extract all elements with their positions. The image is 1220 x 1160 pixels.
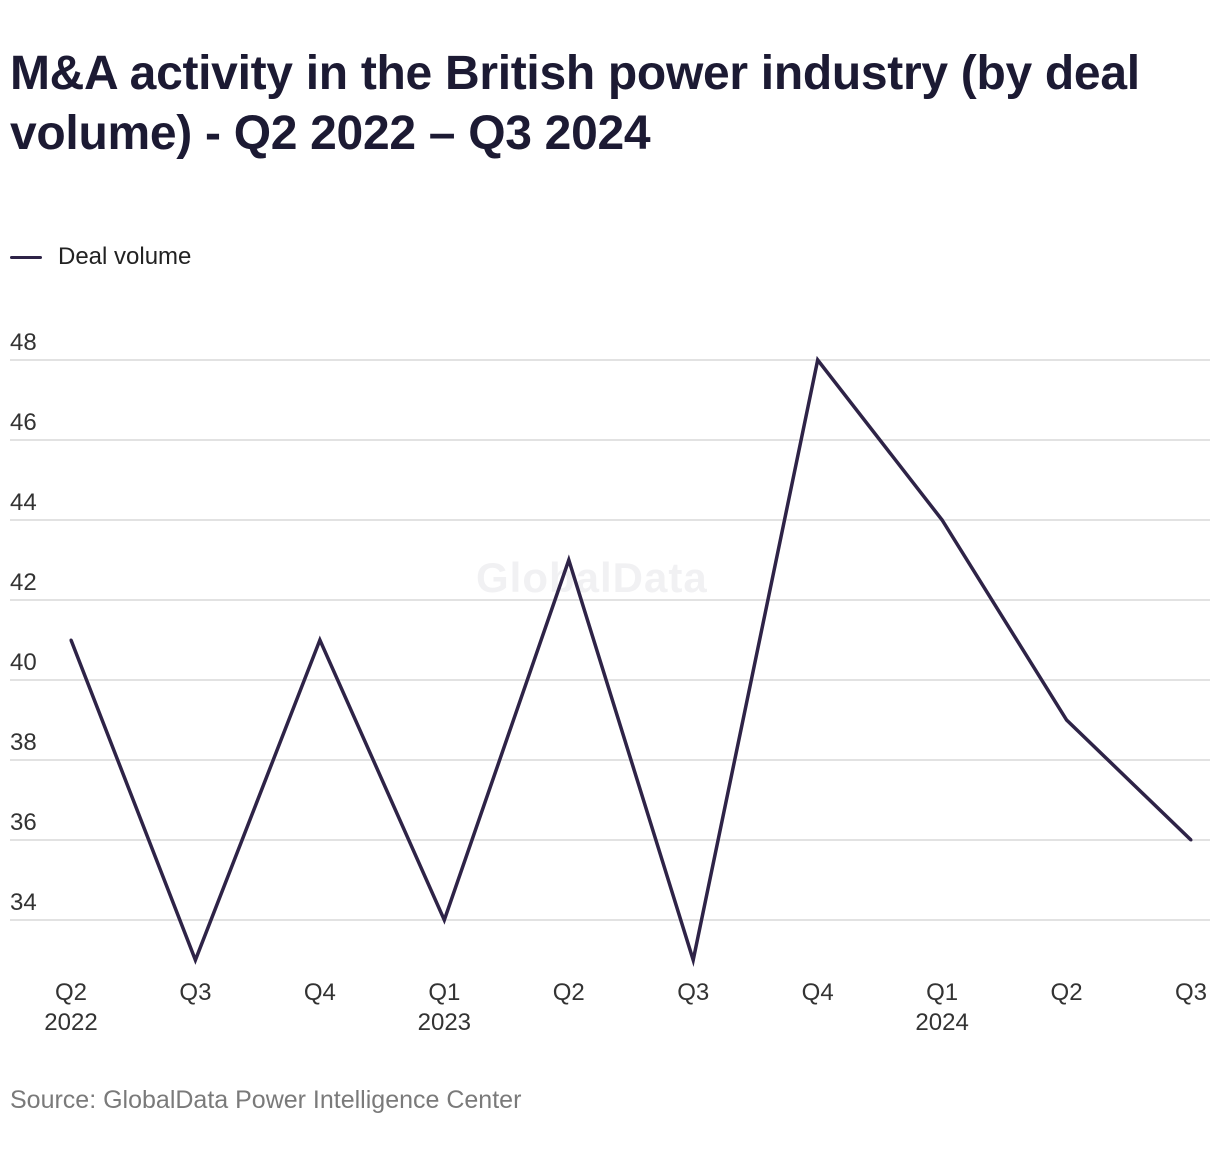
x-tick-label-2: Q4 xyxy=(304,979,336,1006)
gridlines xyxy=(10,359,1210,921)
data-point-5 xyxy=(691,958,695,962)
x-tick-year-2024: 2024 xyxy=(915,1009,968,1036)
series-deal-volume xyxy=(69,355,1193,967)
watermark: GlobalData xyxy=(476,554,708,601)
legend: Deal volume xyxy=(10,243,191,271)
y-tick-label-34: 34 xyxy=(10,889,37,916)
series-line-deal-volume xyxy=(69,355,1193,967)
y-tick-label-44: 44 xyxy=(10,489,37,516)
y-tick-label-40: 40 xyxy=(10,649,37,676)
x-tick-label-6: Q4 xyxy=(802,979,834,1006)
legend-label-deal-volume: Deal volume xyxy=(58,243,192,270)
x-tick-label-7: Q1 xyxy=(926,979,958,1006)
x-tick-year-2023: 2023 xyxy=(418,1009,471,1036)
x-tick-label-1: Q3 xyxy=(179,979,211,1006)
data-point-6 xyxy=(816,358,820,362)
y-tick-label-38: 38 xyxy=(10,729,37,756)
data-point-0 xyxy=(69,638,73,642)
data-point-1 xyxy=(193,958,197,962)
data-point-7 xyxy=(940,518,944,522)
x-tick-label-4: Q2 xyxy=(553,979,585,1006)
data-point-9 xyxy=(1189,838,1193,842)
data-point-3 xyxy=(442,918,446,922)
chart-title: M&A activity in the British power indust… xyxy=(10,47,1140,160)
x-tick-year-2022: 2022 xyxy=(44,1009,97,1036)
y-tick-label-36: 36 xyxy=(10,809,37,836)
data-point-4 xyxy=(567,558,571,562)
y-tick-label-46: 46 xyxy=(10,409,37,436)
source-note: Source: GlobalData Power Intelligence Ce… xyxy=(10,1086,522,1114)
x-tick-label-3: Q1 xyxy=(428,979,460,1006)
data-point-8 xyxy=(1065,718,1069,722)
x-tick-label-9: Q3 xyxy=(1175,979,1207,1006)
x-tick-label-8: Q2 xyxy=(1051,979,1083,1006)
y-axis-ticks: 34 36 38 40 42 44 46 48 xyxy=(10,329,37,916)
y-tick-label-42: 42 xyxy=(10,569,37,596)
x-axis-ticks: Q2 2022 Q3 Q4 Q1 2023 Q2 Q3 Q4 Q1 2024 Q2 Q3 xyxy=(44,979,1207,1036)
y-tick-label-48: 48 xyxy=(10,329,37,356)
x-tick-label-5: Q3 xyxy=(677,979,709,1006)
data-point-2 xyxy=(318,638,322,642)
legend-swatch xyxy=(10,255,42,259)
x-tick-label-0: Q2 xyxy=(55,979,87,1006)
